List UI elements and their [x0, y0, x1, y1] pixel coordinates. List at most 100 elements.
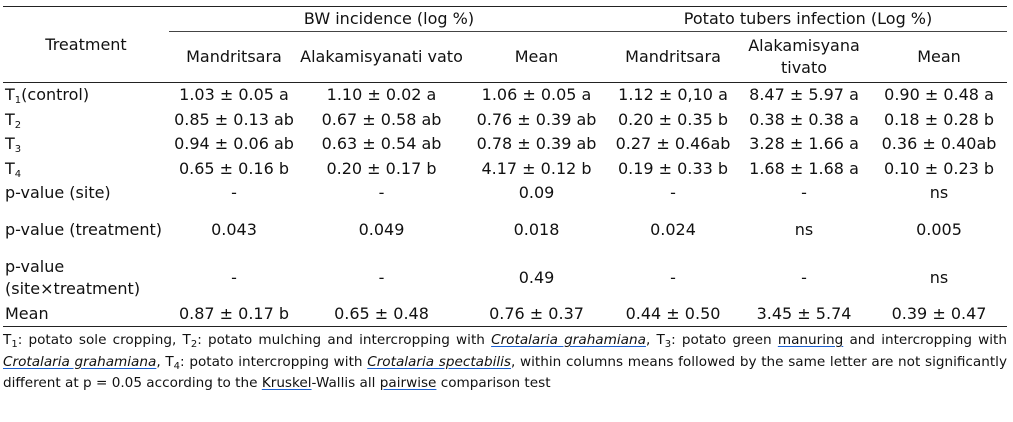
table-cell: 0.049	[358, 219, 405, 239]
table-cell: ns	[929, 267, 949, 287]
header-bw-mean: Mean	[464, 31, 610, 83]
table-cell: 3.45 ± 5.74	[737, 301, 872, 327]
table-cell: 0.63 ± 0.54 ab	[321, 134, 442, 154]
table-cell: -	[801, 267, 807, 287]
table-row: p-value (treatment) 0.043 0.049 0.018 0.024 n…	[3, 206, 1007, 254]
table-cell: 0.39 ± 0.47	[871, 301, 1008, 327]
table-cell: 0.043	[211, 219, 257, 239]
row-label-subscript: 3	[14, 144, 22, 156]
row-label-text: T	[5, 109, 15, 129]
table-cell: 0.87 ± 0.17 b	[169, 301, 299, 327]
row-label-subscript: 2	[14, 119, 22, 131]
header-treatment: Treatment	[3, 6, 169, 83]
footnote-rest2: -Wallis all	[311, 375, 380, 391]
row-label-text: T	[5, 85, 15, 105]
footnote-species-2: Crotalaria grahamiana	[3, 353, 157, 370]
header-group-potato-infection: Potato tubers infection (Log %)	[609, 6, 1008, 32]
row-label: Mean	[3, 301, 169, 327]
table-cell: 0.78 ± 0.39 ab	[476, 134, 597, 154]
table-cell: 0.36 ± 0.40ab	[881, 134, 997, 154]
row-label-text: T	[5, 158, 15, 178]
row-label-subscript: 1	[14, 95, 22, 107]
row-label: p-value (site)	[3, 181, 169, 206]
footnote-species-3: Crotalaria spectabilis	[367, 353, 512, 370]
table-cell: 1.06 ± 0.05 a	[481, 85, 592, 105]
table-cell: 1.12 ± 0,10 a	[618, 85, 728, 105]
row-label-text: p-value (site×treatment)	[5, 256, 141, 298]
footnote-t1: : potato sole cropping,	[17, 332, 183, 348]
table-cell: 0.27 ± 0.46ab	[615, 134, 731, 154]
table-cell: 1.68 ± 1.68 a	[749, 158, 859, 178]
table-cell: -	[670, 267, 676, 287]
table-row: p-value (site×treatment) - - 0.49 - - ns	[3, 254, 1007, 302]
header-bw-alakamisy: Alakamisyanati vato	[299, 31, 464, 83]
table-cell: 0.09	[518, 183, 555, 203]
table-cell: 0.19 ± 0.33 b	[617, 158, 729, 178]
table-cell: 0.44 ± 0.50	[609, 301, 738, 327]
table-row: T3 0.94 ± 0.06 ab 0.63 ± 0.54 ab 0.78 ± 0.3…	[3, 132, 1007, 157]
table-cell: -	[801, 183, 807, 203]
row-label: T4	[3, 157, 169, 182]
footnote-species-1: Crotalaria grahamiana	[491, 332, 646, 348]
footnote-t2: : potato mulching and intercropping with	[197, 332, 492, 348]
row-label-text: p-value (site)	[5, 183, 111, 203]
row-label: T2	[3, 108, 169, 133]
table-cell: 4.17 ± 0.12 b	[481, 158, 592, 178]
row-label-suffix: (control)	[21, 85, 90, 105]
footnote-t3b: and intercropping with	[843, 332, 1007, 348]
row-label-text: Mean	[5, 303, 49, 323]
table-cell: 0.005	[916, 219, 962, 239]
header-bw-mandritsara: Mandritsara	[169, 31, 299, 83]
table-cell: 0.18 ± 0.28 b	[883, 109, 995, 129]
header-group-bw-incidence: BW incidence (log %)	[169, 6, 610, 32]
table-footnote: T1: potato sole cropping, T2: potato mul…	[3, 332, 1008, 392]
table-cell: ns	[929, 183, 949, 203]
table-cell: 3.28 ± 1.66 a	[749, 134, 859, 154]
table-body: T1(control) 1.03 ± 0.05 a 1.10 ± 0.02 a 1.0…	[3, 83, 1008, 327]
footnote-t4: : potato intercropping with	[180, 353, 368, 370]
footnote-t3: : potato green	[671, 332, 778, 348]
table-cell: 0.024	[650, 219, 696, 239]
header-potato-alakamisy: Alakamisyana tivato	[737, 31, 872, 83]
table-cell: 0.018	[513, 219, 560, 239]
results-table: Treatment BW incidence (log %) Potato tu…	[3, 6, 1008, 327]
footnote-rest1: , within columns means followed by the s…	[3, 353, 1008, 392]
table-row: T1(control) 1.03 ± 0.05 a 1.10 ± 0.02 a 1.0…	[3, 83, 1007, 108]
table-cell: -	[231, 183, 237, 203]
row-label-subscript: 4	[14, 168, 22, 180]
table-cell: 0.85 ± 0.13 ab	[174, 109, 294, 129]
row-label: p-value (site×treatment)	[3, 254, 169, 302]
table-cell: 8.47 ± 5.97 a	[749, 85, 859, 105]
footnote-rest3: comparison test	[436, 375, 551, 391]
table-row: Mean 0.87 ± 0.17 b 0.65 ± 0.48 0.76 ± 0.37 0…	[3, 301, 1008, 327]
header-potato-mandritsara: Mandritsara	[609, 31, 738, 83]
table-cell: 0.67 ± 0.58 ab	[321, 109, 442, 129]
footnote-kruskel: Kruskel	[261, 375, 312, 391]
table-cell: 0.38 ± 0.38 a	[749, 109, 859, 129]
table-cell: 0.20 ± 0.35 b	[617, 109, 729, 129]
table-cell: 1.03 ± 0.05 a	[179, 85, 289, 105]
table-cell: -	[378, 267, 385, 287]
table-cell: -	[670, 183, 676, 203]
table-cell: 0.90 ± 0.48 a	[884, 85, 994, 105]
table-cell: 1.10 ± 0.02 a	[326, 85, 437, 105]
table-cell: 0.49	[518, 267, 555, 287]
table-cell: ns	[794, 219, 814, 239]
footnote-manuring: manuring	[777, 332, 844, 348]
results-table-container: Treatment BW incidence (log %) Potato tu…	[3, 6, 1008, 327]
table-row: T2 0.85 ± 0.13 ab 0.67 ± 0.58 ab 0.76 ± 0.3…	[3, 108, 1007, 133]
table-cell: 0.20 ± 0.17 b	[326, 158, 437, 178]
table-cell: -	[231, 267, 237, 287]
table-cell: 0.94 ± 0.06 ab	[174, 134, 294, 154]
row-label-text: p-value (treatment)	[5, 219, 163, 239]
table-cell: -	[378, 183, 385, 203]
footnote-pairwise: pairwise	[379, 375, 437, 391]
table-cell: 0.76 ± 0.37	[464, 301, 610, 327]
row-label: T1(control)	[3, 83, 169, 108]
row-label: T3	[3, 132, 169, 157]
header-potato-mean: Mean	[871, 31, 1008, 83]
table-row: T4 0.65 ± 0.16 b 0.20 ± 0.17 b 4.17 ± 0.12 …	[3, 157, 1007, 182]
table-cell: 0.76 ± 0.39 ab	[476, 109, 597, 129]
table-cell: 0.10 ± 0.23 b	[883, 158, 995, 178]
table-row: p-value (site) - - 0.09 - - ns	[3, 181, 1007, 206]
